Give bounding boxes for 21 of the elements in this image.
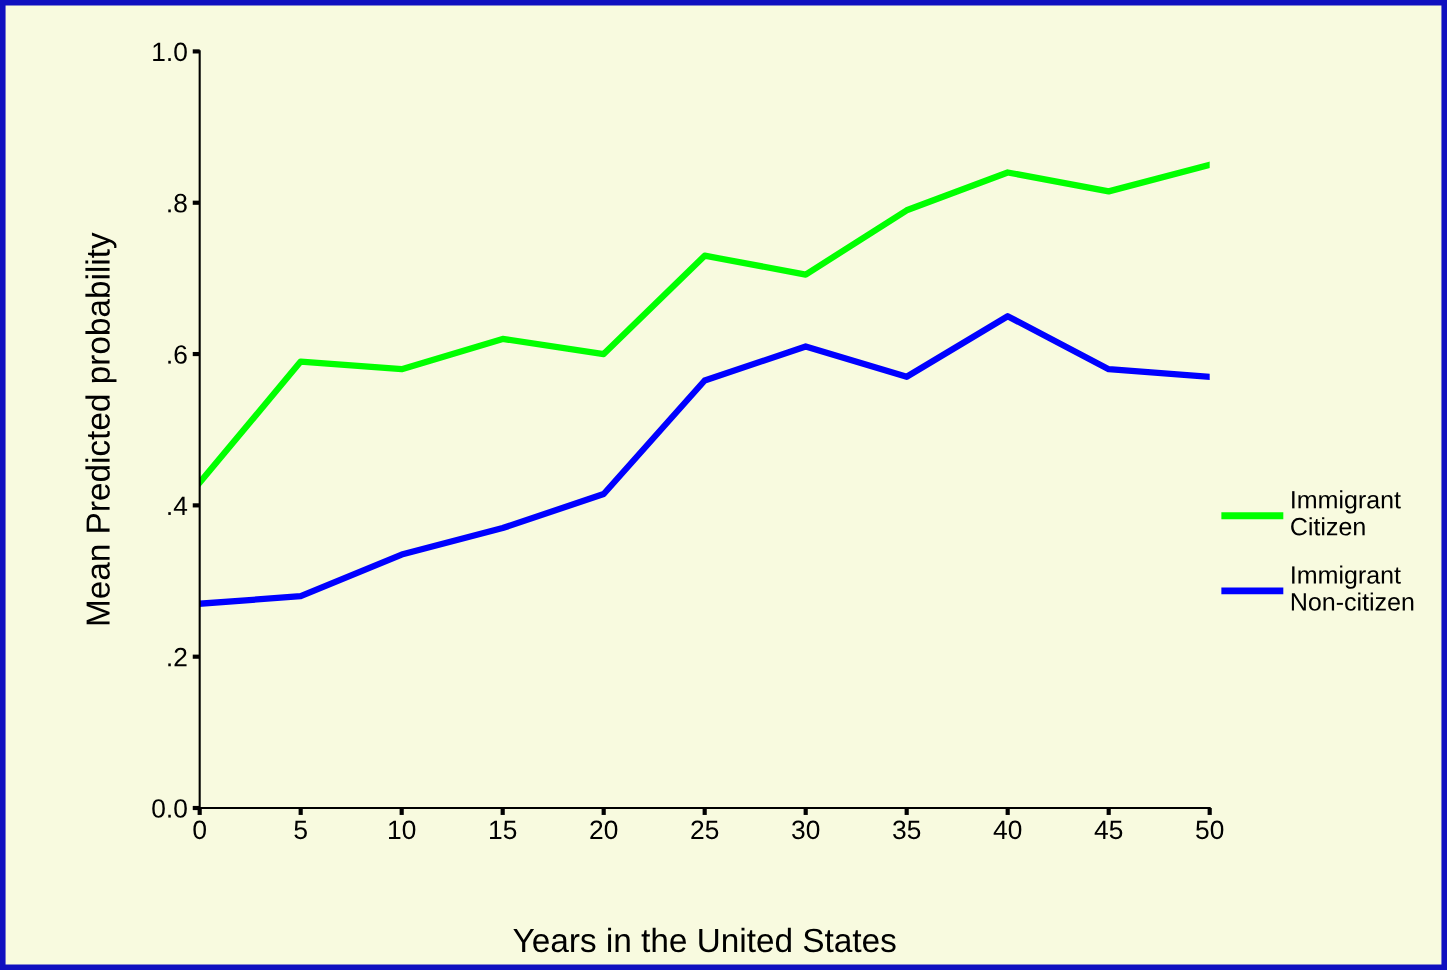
x-tick-label: 40 — [993, 820, 1022, 840]
y-tick-label: 0.0 — [152, 799, 187, 818]
x-tick-label: 0 — [193, 820, 206, 840]
legend-label: Immigrant Non-citizen — [1291, 565, 1414, 611]
x-axis-title: Years in the United States — [513, 927, 896, 953]
legend-label: Immigrant Citizen — [1291, 490, 1401, 536]
y-tick-label: 1.0 — [153, 42, 187, 62]
x-tick-label: 35 — [893, 820, 921, 840]
x-tick-label: 50 — [1196, 820, 1224, 840]
y-axis-title: Mean Predicted probability — [85, 232, 117, 625]
x-tick-label: 15 — [490, 820, 517, 840]
y-tick-label: .4 — [168, 496, 188, 515]
y-tick-label: .8 — [168, 193, 187, 213]
x-tick-label: 25 — [691, 820, 719, 840]
x-tick-label: 45 — [1094, 820, 1123, 840]
x-tick-label: 10 — [389, 820, 416, 840]
y-tick-label: .6 — [168, 345, 187, 364]
x-tick-label: 30 — [792, 820, 820, 840]
y-tick-label: .2 — [168, 647, 187, 667]
x-tick-label: 5 — [294, 820, 307, 840]
x-tick-label: 20 — [590, 820, 618, 840]
